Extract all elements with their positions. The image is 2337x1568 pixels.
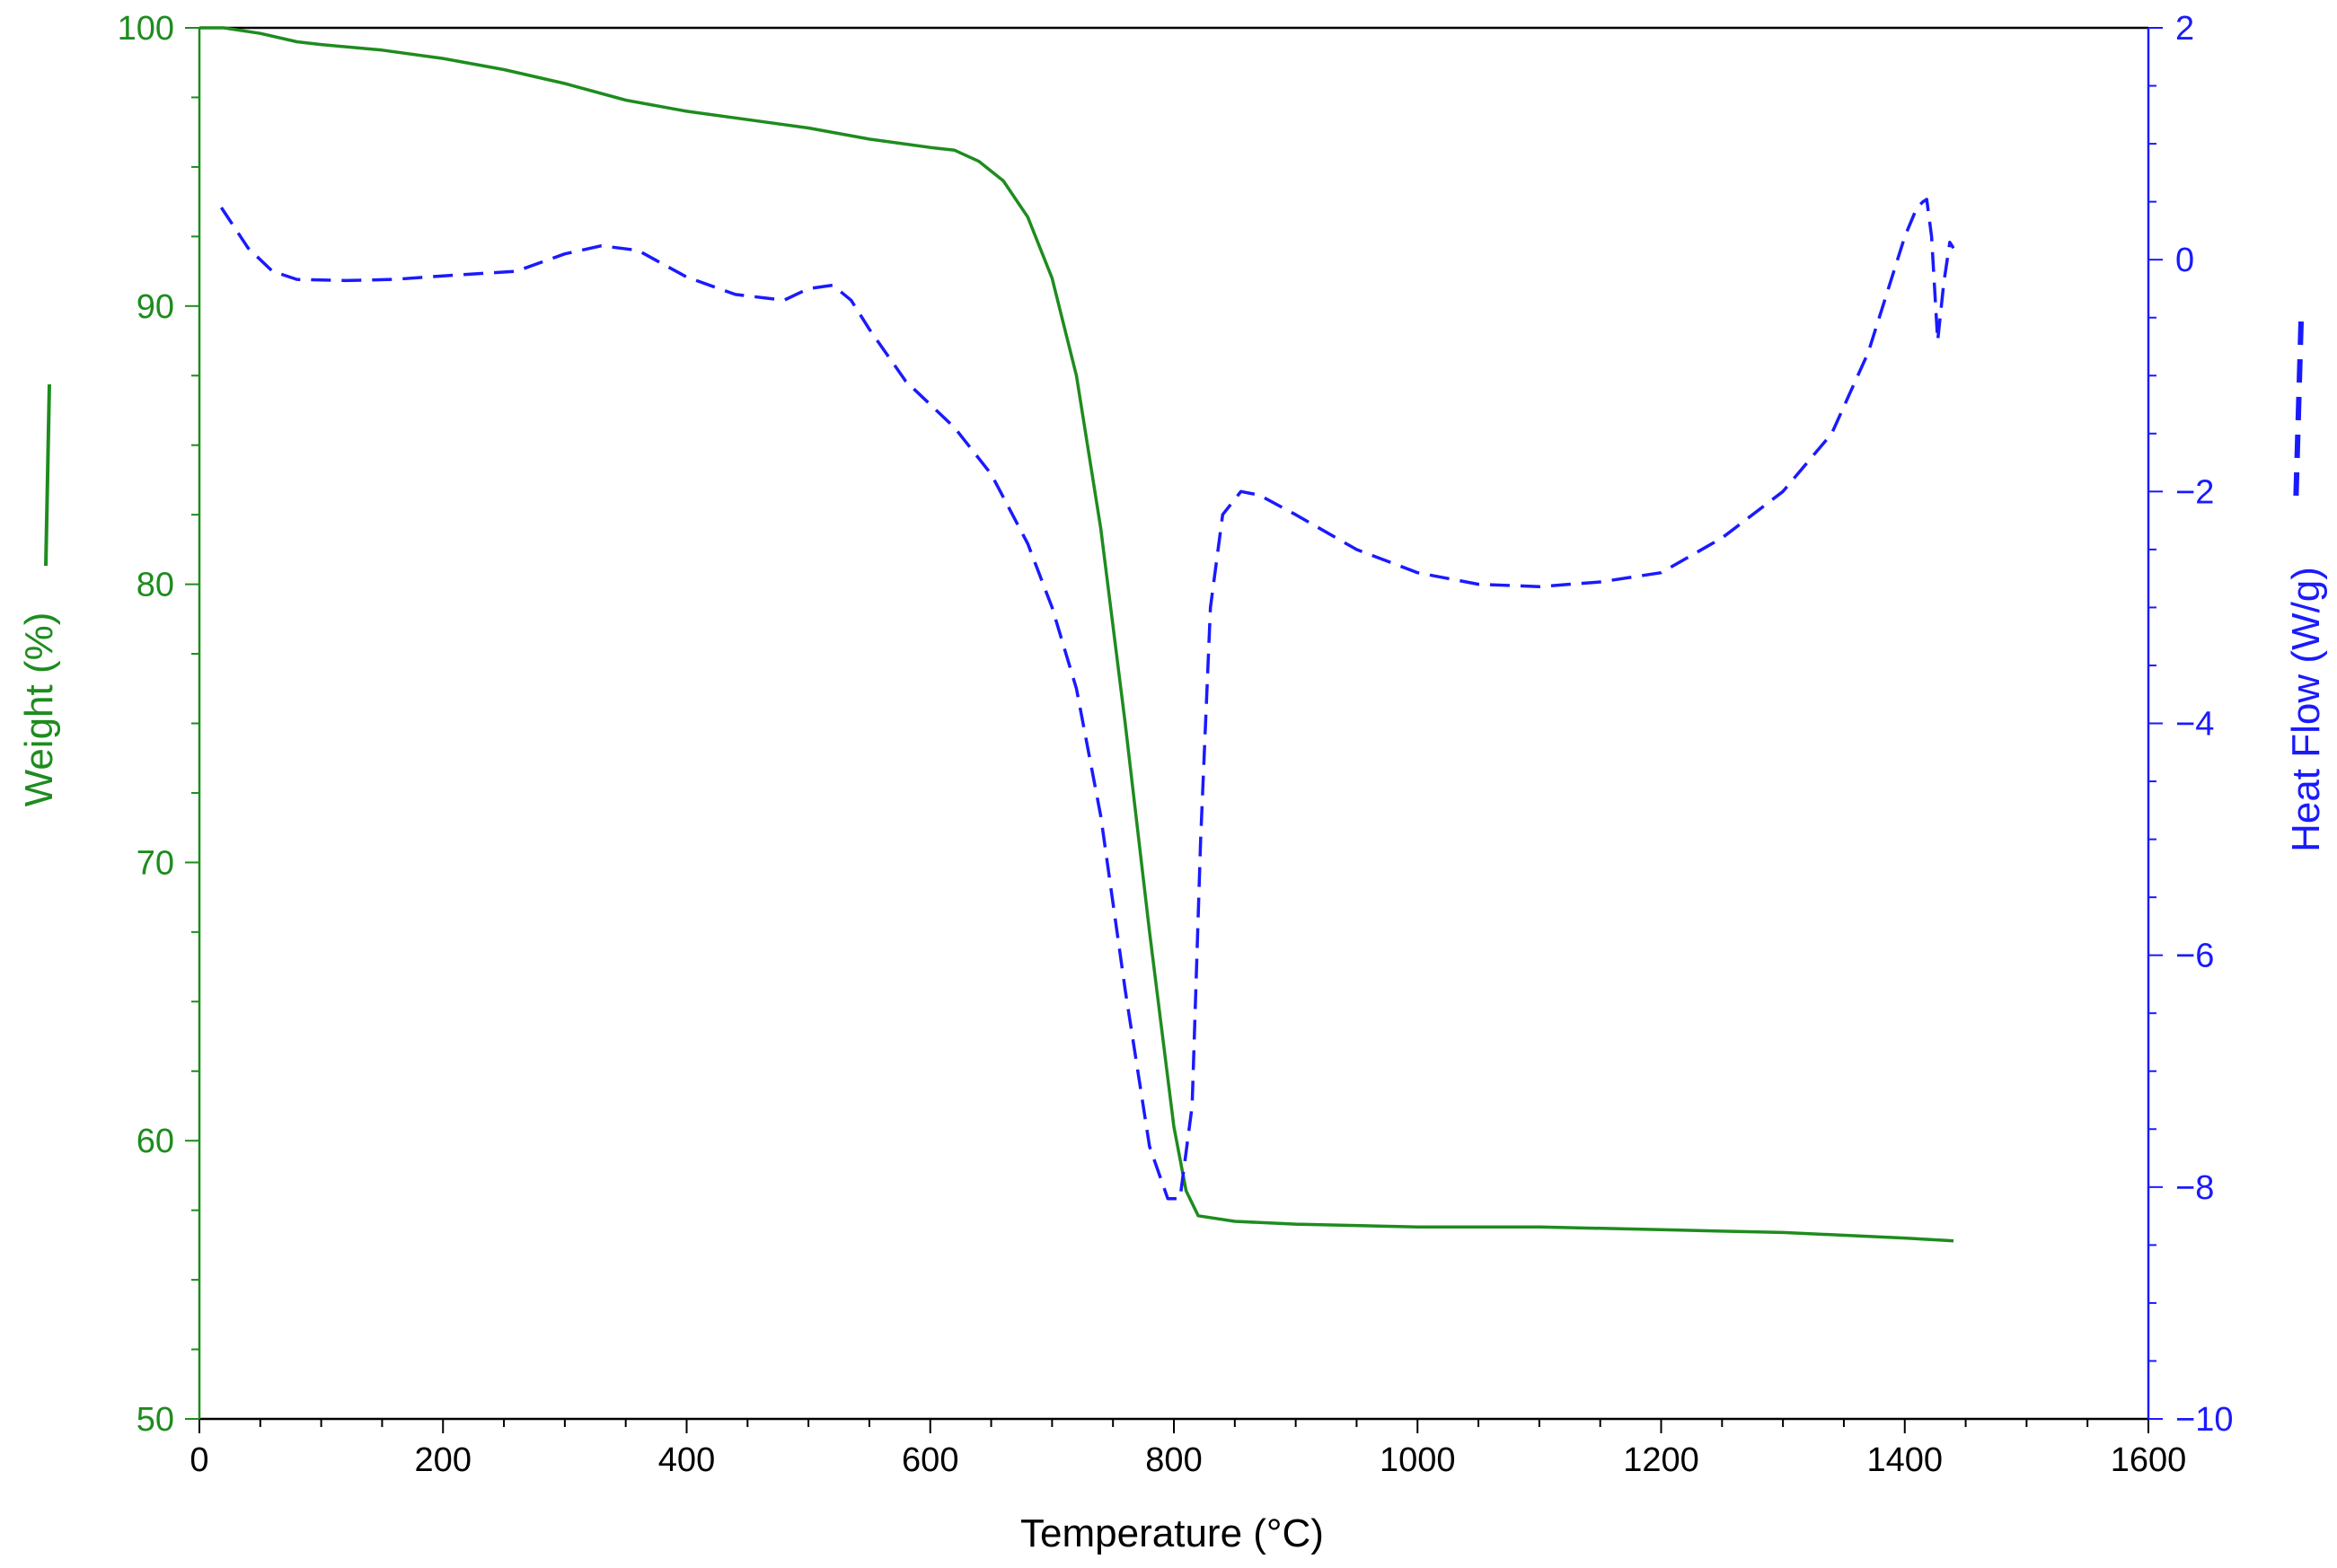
- series-layer: [199, 26, 1955, 1243]
- y2-tick-label: −4: [2175, 706, 2214, 744]
- x-tick-label: 200: [415, 1441, 472, 1479]
- y2-tick-label: −10: [2175, 1401, 2233, 1439]
- x-tick-label: 1000: [1380, 1441, 1456, 1479]
- y-axis-title-group-right: Heat Flow (W/g): [2284, 321, 2328, 852]
- plot-frame: [198, 26, 2150, 1421]
- y-tick-label: 90: [137, 288, 174, 326]
- heat-flow-curve: [219, 198, 1955, 1201]
- x-tick-label: 1200: [1623, 1441, 1699, 1479]
- y-tick-label: 100: [118, 10, 174, 48]
- y2-tick-label: 0: [2175, 242, 2194, 279]
- y2-tick-label: −2: [2175, 473, 2214, 511]
- y2-tick-label: −6: [2175, 938, 2214, 975]
- weight-curve: [199, 26, 1954, 1243]
- weight-legend-swatch: [44, 383, 51, 567]
- x-tick-label: 800: [1145, 1441, 1202, 1479]
- y-tick-label: 50: [137, 1401, 174, 1439]
- y-axis-weight-title: Weight (%): [17, 612, 61, 807]
- x-tick-label: 600: [902, 1441, 958, 1479]
- x-tick-label: 400: [658, 1441, 715, 1479]
- x-tick-label: 0: [190, 1441, 208, 1479]
- y2-tick-label: 2: [2175, 10, 2194, 48]
- y-axis-heat-flow: −10 −8 −6 −4 −2 0 2: [2148, 10, 2233, 1439]
- heat-flow-legend-swatch: [2293, 321, 2304, 508]
- y-tick-label: 70: [137, 844, 174, 882]
- y-axis-heat-flow-title: Heat Flow (W/g): [2284, 567, 2328, 852]
- y-axis-weight: 50 60 70 80 90 100: [118, 10, 199, 1439]
- x-axis: 0 200 400 600 800 1000 1200 1400 1600: [190, 1419, 2186, 1479]
- y2-tick-label: −8: [2175, 1169, 2214, 1207]
- x-tick-label: 1400: [1866, 1441, 1943, 1479]
- x-axis-title: Temperature (°C): [1020, 1511, 1324, 1555]
- y-tick-label: 60: [137, 1123, 174, 1160]
- x-tick-label: 1600: [2111, 1441, 2187, 1479]
- y-axis-title-group-left: Weight (%): [17, 383, 61, 807]
- y-tick-label: 80: [137, 567, 174, 604]
